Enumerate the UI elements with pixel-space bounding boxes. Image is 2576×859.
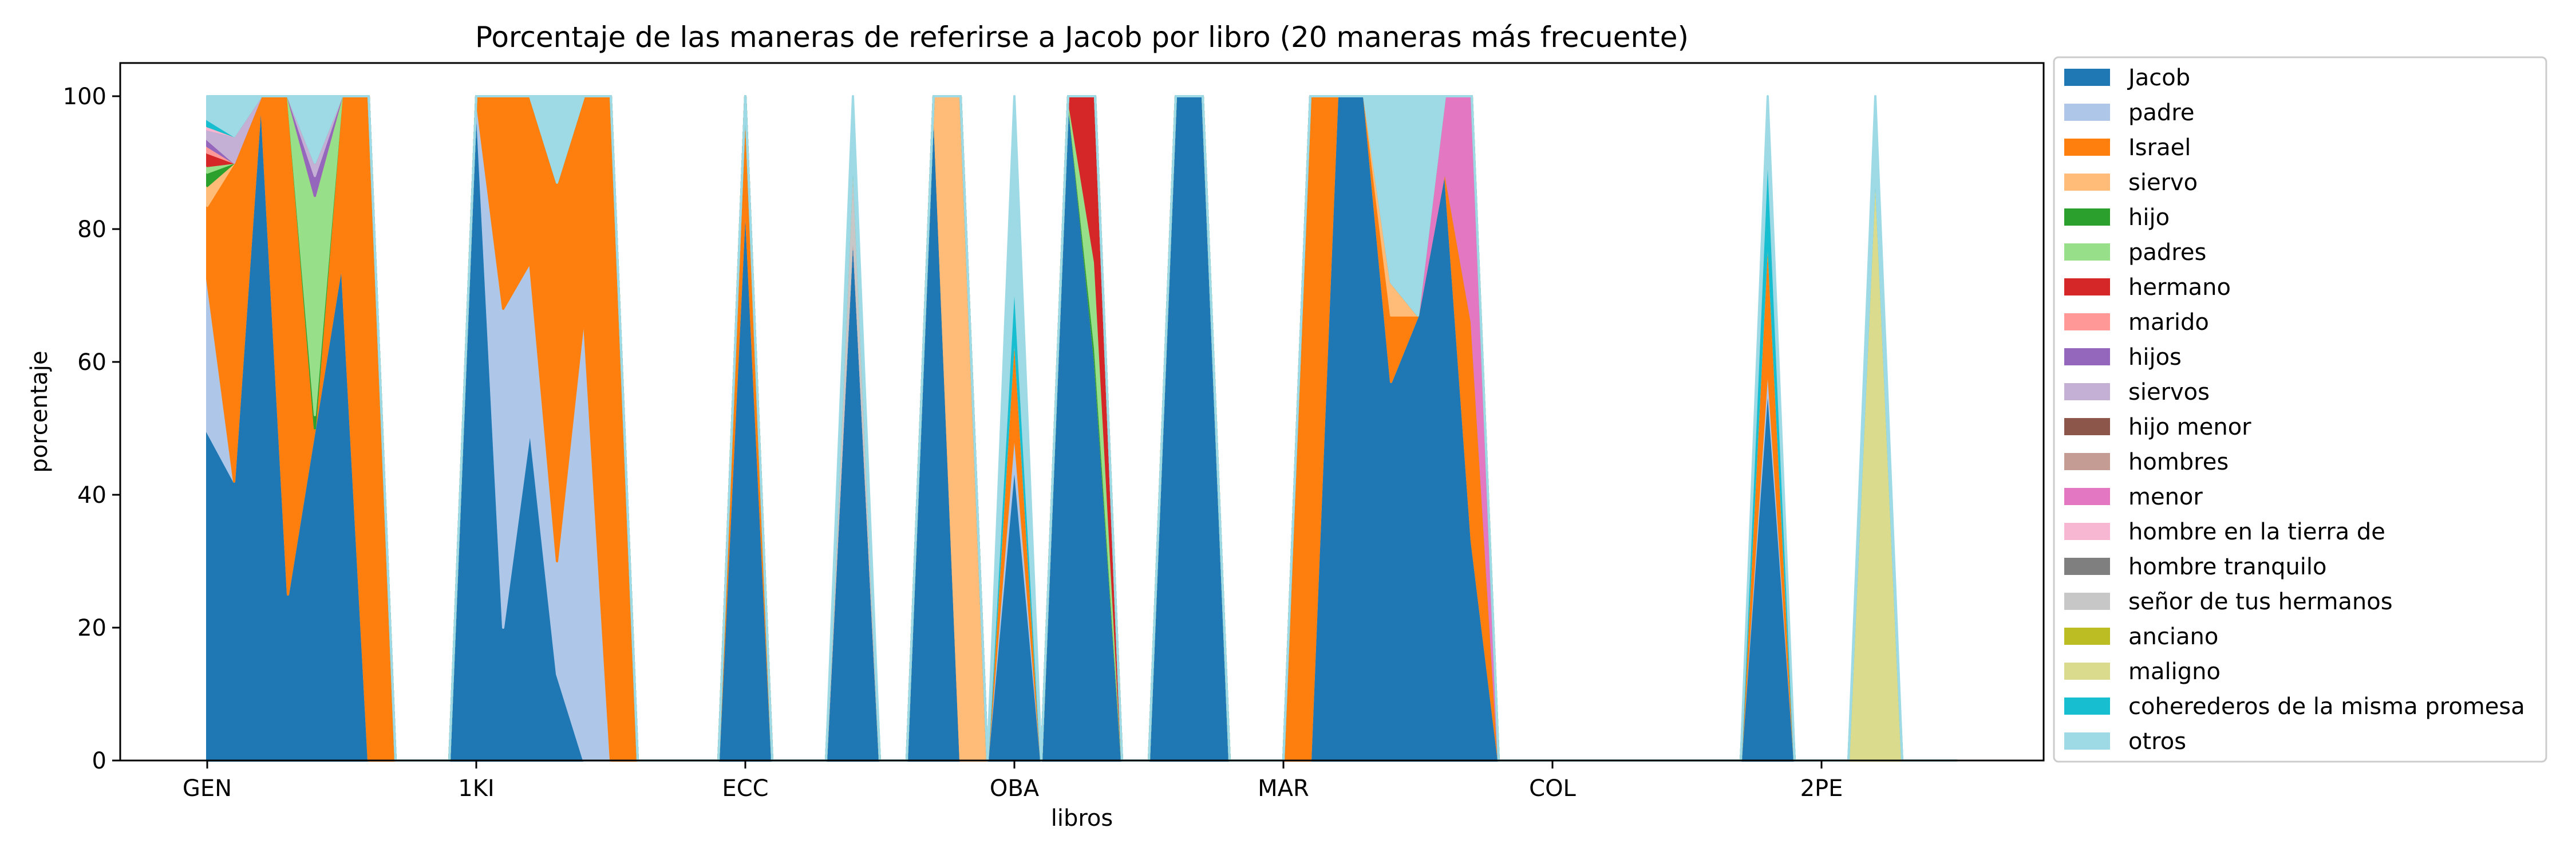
x-tick-label-1: 1KI [458,775,494,802]
y-axis-label: porcentaje [26,350,53,472]
plot-frame [119,62,2045,762]
legend-label-13: hombre en la tierra de [2128,519,2385,545]
y-tick-label-0: 0 [92,748,106,774]
legend-label-19: otros [2128,728,2186,755]
legend-swatch-13 [2064,523,2110,540]
y-tick-label-1: 20 [77,615,106,641]
legend-swatch-3 [2064,174,2110,191]
legend-label-10: hijo menor [2128,414,2251,440]
legend-swatch-9 [2064,383,2110,400]
legend-swatch-5 [2064,243,2110,261]
legend-label-18: coherederos de la misma promesa [2128,693,2525,720]
legend-swatch-7 [2064,313,2110,330]
legend-label-14: hombre tranquilo [2128,554,2327,580]
y-tick-label-2: 40 [77,482,106,509]
legend-label-15: señor de tus hermanos [2128,589,2393,615]
legend-label-17: maligno [2128,659,2221,685]
legend-label-7: marido [2128,309,2209,336]
legend-label-3: siervo [2128,170,2198,196]
chart-title: Porcentaje de las maneras de referirse a… [475,21,1689,54]
legend-label-5: padres [2128,239,2206,266]
legend-swatch-17 [2064,663,2110,680]
legend-swatch-6 [2064,278,2110,295]
y-tick-label-3: 60 [77,349,106,376]
legend-swatch-15 [2064,593,2110,610]
x-tick-label-4: MAR [1258,775,1309,802]
legend: Jacob padre Israel siervo hijo padres hermano m… [2053,56,2547,763]
legend-swatch-8 [2064,348,2110,365]
legend-swatch-10 [2064,418,2110,435]
legend-label-9: siervos [2128,379,2210,405]
x-tick-label-3: OBA [990,775,1040,802]
x-tick-label-0: GEN [183,775,232,802]
x-axis: GEN 1KI ECC OBA MAR COL 2PE [183,761,1843,802]
legend-label-8: hijos [2128,344,2182,371]
x-tick-label-6: 2PE [1800,775,1843,802]
legend-swatch-16 [2064,628,2110,645]
legend-swatch-12 [2064,488,2110,505]
x-axis-label: libros [1051,805,1113,832]
y-tick-label-4: 80 [77,216,106,243]
y-axis: 0 20 40 60 80 100 [63,84,120,774]
legend-swatch-14 [2064,558,2110,575]
legend-swatch-19 [2064,732,2110,750]
legend-label-2: Israel [2128,135,2191,161]
legend-label-0: Jacob [2127,65,2190,91]
legend-frame [2053,56,2547,763]
legend-label-1: padre [2128,100,2194,126]
legend-swatch-0 [2064,69,2110,86]
legend-label-4: hijo [2128,204,2170,231]
legend-label-12: menor [2128,484,2203,510]
legend-label-11: hombres [2128,449,2229,475]
legend-swatch-4 [2064,208,2110,226]
legend-swatch-1 [2064,104,2110,121]
legend-swatch-11 [2064,453,2110,470]
x-tick-label-5: COL [1529,775,1576,802]
legend-label-16: anciano [2128,624,2218,650]
y-tick-label-5: 100 [63,84,106,110]
x-tick-label-2: ECC [722,775,768,802]
legend-swatch-18 [2064,698,2110,715]
legend-label-6: hermano [2128,274,2231,301]
legend-swatch-2 [2064,139,2110,156]
